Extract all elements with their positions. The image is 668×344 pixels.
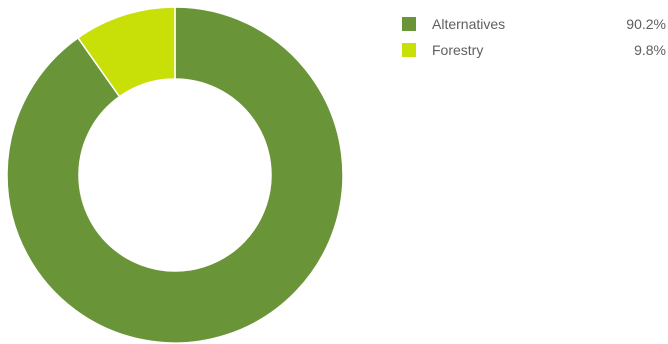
legend-swatch-forestry: [402, 43, 416, 57]
donut-slice-alternatives[interactable]: [6, 6, 344, 344]
legend-swatch-alternatives: [402, 17, 416, 31]
donut-chart: [6, 6, 344, 344]
legend-value-alternatives: 90.2%: [626, 16, 666, 32]
legend-label-forestry: Forestry: [432, 42, 484, 58]
chart-legend: Alternatives 90.2% Forestry 9.8%: [402, 14, 666, 66]
legend-item-forestry[interactable]: Forestry 9.8%: [402, 40, 666, 66]
legend-item-alternatives[interactable]: Alternatives 90.2%: [402, 14, 666, 40]
legend-value-forestry: 9.8%: [634, 42, 666, 58]
legend-label-alternatives: Alternatives: [432, 16, 506, 32]
donut-slice-forestry[interactable]: [76, 6, 176, 98]
